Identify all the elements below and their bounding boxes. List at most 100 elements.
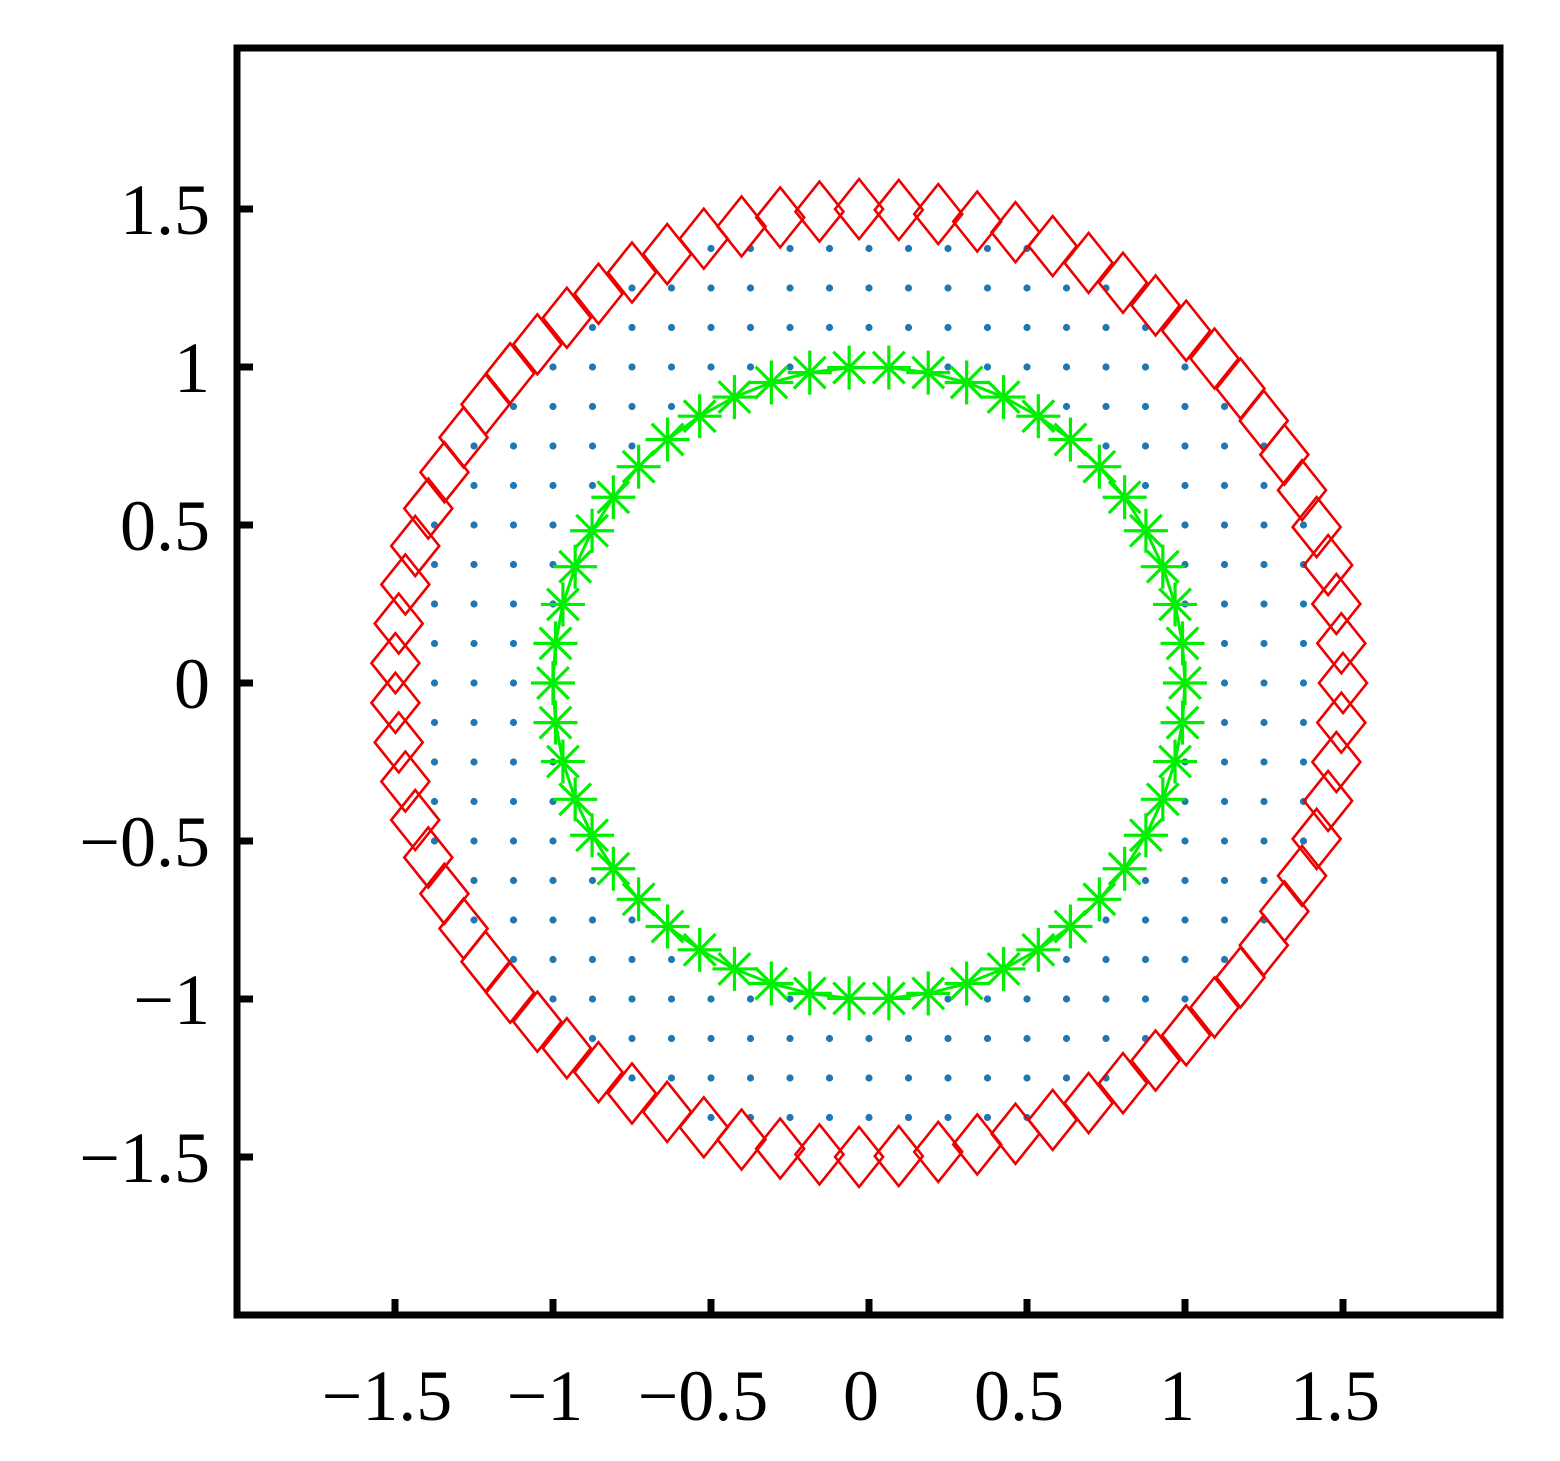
data-point-dot xyxy=(786,1034,794,1043)
data-point-dot xyxy=(746,1034,755,1043)
data-point-asterisk xyxy=(616,444,661,489)
data-point-diamond xyxy=(793,179,846,244)
y-tick-label: 0 xyxy=(174,644,210,724)
data-point-dot xyxy=(628,916,636,924)
data-point-dot xyxy=(983,995,992,1003)
data-point-diamond xyxy=(873,1123,925,1189)
data-point-dot xyxy=(1299,521,1308,529)
data-point-dot xyxy=(904,323,913,332)
data-point-dot xyxy=(865,244,873,253)
data-point-dot xyxy=(786,363,794,371)
data-point-dot xyxy=(825,323,834,332)
data-point-diamond xyxy=(1238,388,1290,453)
x-tick-label: −1 xyxy=(507,1356,584,1436)
data-point-dot xyxy=(707,1074,715,1082)
data-point-dot xyxy=(1181,363,1189,371)
data-point-dot xyxy=(944,1074,952,1082)
data-point-dot xyxy=(1260,876,1268,885)
data-point-dot xyxy=(865,1034,873,1043)
data-point-diamond xyxy=(437,896,490,961)
data-point-dot xyxy=(628,995,636,1003)
data-point-dot xyxy=(549,481,557,490)
data-point-dot xyxy=(509,916,518,924)
data-point-dot xyxy=(1299,718,1308,727)
data-point-dot xyxy=(549,521,557,529)
data-point-dot xyxy=(983,323,992,332)
y-tick-label: 1.5 xyxy=(120,170,210,250)
data-point-diamond xyxy=(1188,975,1241,1040)
data-point-dot xyxy=(667,323,676,332)
data-point-dot xyxy=(628,284,636,292)
data-point-diamond xyxy=(541,285,593,350)
data-point-dot xyxy=(746,1074,755,1082)
data-point-dot xyxy=(707,995,715,1003)
data-point-dot xyxy=(1299,679,1308,687)
data-point-dot xyxy=(944,284,952,292)
data-point-asterisk xyxy=(1077,877,1122,922)
data-point-asterisk xyxy=(749,961,794,1006)
data-point-dot xyxy=(1181,481,1189,490)
data-point-dot xyxy=(588,481,597,490)
data-point-dot xyxy=(1141,363,1150,371)
data-point-dot xyxy=(628,955,636,964)
data-point-dot xyxy=(1181,442,1189,450)
x-tick-label: −1.5 xyxy=(322,1356,453,1436)
data-point-dot xyxy=(746,323,755,332)
data-point-dot xyxy=(588,995,597,1003)
data-point-dot xyxy=(549,363,557,371)
data-point-dot xyxy=(1102,363,1110,371)
data-point-dot xyxy=(1141,916,1150,924)
data-point-asterisk xyxy=(540,739,585,784)
data-point-diamond xyxy=(389,513,441,579)
data-point-dot xyxy=(707,284,715,292)
data-point-dot xyxy=(1141,876,1150,885)
data-point-dot xyxy=(825,1034,834,1043)
data-point-dot xyxy=(786,284,794,292)
data-point-dot xyxy=(470,679,478,687)
data-point-dot xyxy=(549,402,557,411)
data-point-dot xyxy=(1220,679,1229,687)
data-point-dot xyxy=(1102,955,1110,964)
data-point-dot xyxy=(470,442,478,450)
data-point-dot xyxy=(865,1113,873,1122)
data-point-diamond xyxy=(379,552,432,617)
data-point-dot xyxy=(904,1074,913,1082)
data-point-dot xyxy=(1260,481,1268,490)
data-point-dot xyxy=(1220,916,1229,924)
data-point-dot xyxy=(825,1113,834,1122)
data-point-diamond xyxy=(373,591,425,656)
data-point-diamond xyxy=(1214,356,1267,421)
data-point-diamond xyxy=(1160,298,1212,363)
data-point-diamond xyxy=(1310,571,1363,637)
data-point-diamond xyxy=(418,861,471,926)
data-point-dot xyxy=(825,284,834,292)
data-point-asterisk xyxy=(1016,394,1061,439)
data-point-diamond xyxy=(641,1079,693,1144)
data-point-dot xyxy=(746,995,755,1003)
data-point-asterisk xyxy=(1160,700,1205,745)
data-point-diamond xyxy=(793,1122,846,1187)
data-point-dot xyxy=(549,837,557,845)
x-tick-label: 0.5 xyxy=(974,1356,1064,1436)
data-point-dot xyxy=(509,639,518,648)
data-point-dot xyxy=(628,323,636,332)
data-point-dot xyxy=(667,402,676,411)
data-point-diamond xyxy=(715,1107,768,1172)
data-point-dot xyxy=(470,797,478,806)
data-point-dot xyxy=(549,995,557,1003)
axis-ticks xyxy=(237,205,1347,1315)
data-point-asterisk xyxy=(540,582,585,627)
data-point-dot xyxy=(825,244,834,253)
data-point-dot xyxy=(983,1034,992,1043)
data-point-asterisk xyxy=(1153,739,1198,784)
data-point-diamond xyxy=(459,372,512,437)
data-point-asterisk xyxy=(1048,417,1093,462)
data-point-dot xyxy=(1181,402,1189,411)
data-point-asterisk xyxy=(1016,927,1061,972)
data-point-dot xyxy=(509,560,518,569)
data-point-diamond xyxy=(1129,1028,1182,1093)
data-point-dot xyxy=(470,521,478,529)
data-point-diamond xyxy=(989,200,1042,265)
data-point-dot xyxy=(1260,837,1268,845)
data-point-dot xyxy=(509,481,518,490)
